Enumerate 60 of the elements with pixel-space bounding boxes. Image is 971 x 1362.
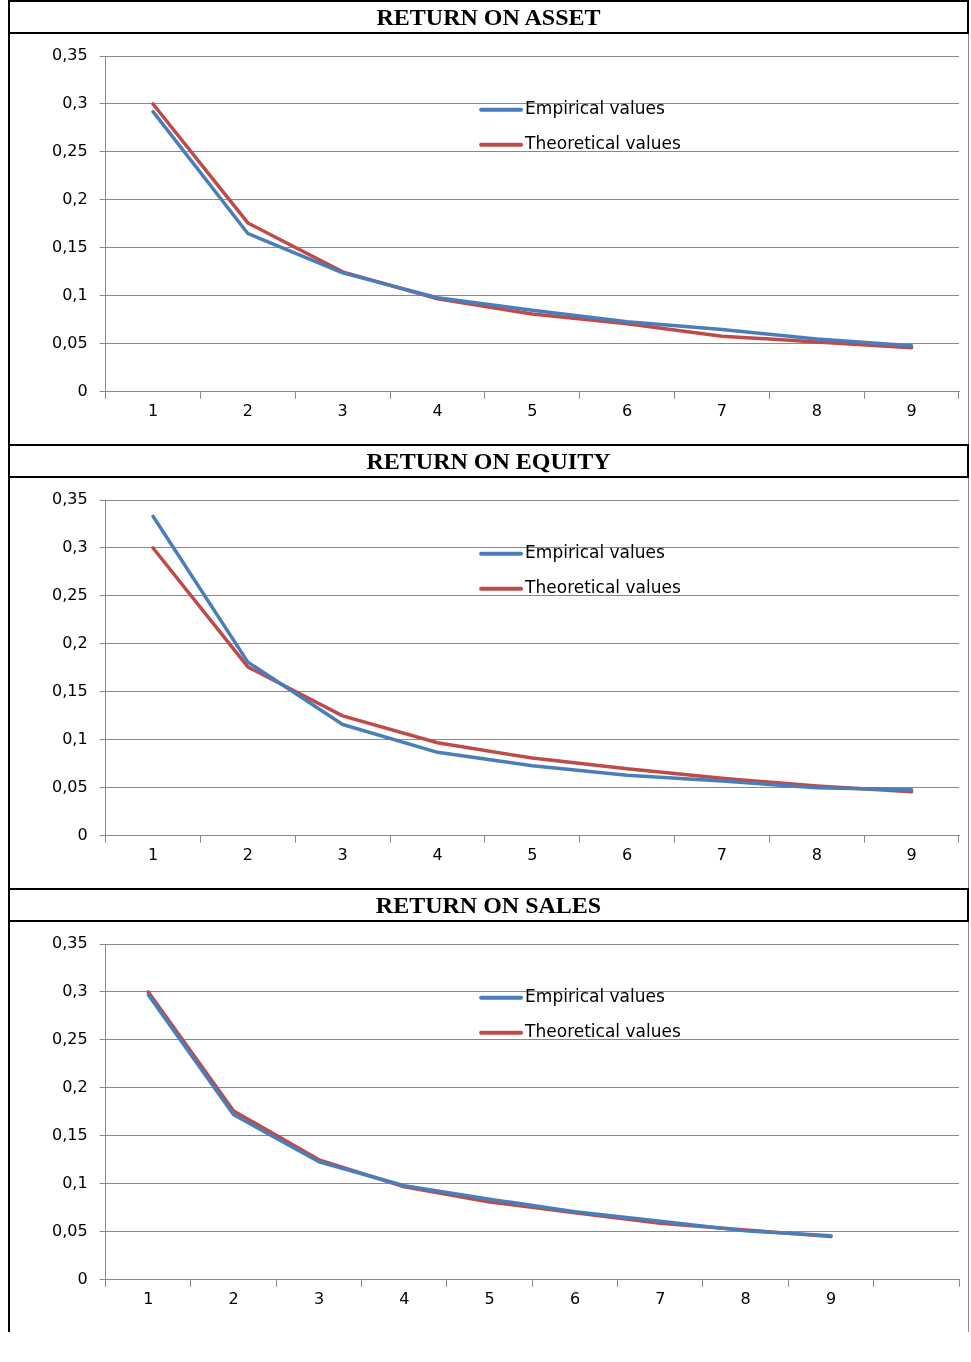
x-tick-label: 3 <box>313 1288 325 1308</box>
y-tick-label: 0,25 <box>52 141 88 161</box>
y-tick-label: 0,25 <box>52 1029 88 1049</box>
x-tick-label: 5 <box>527 844 538 864</box>
x-tick-label: 3 <box>337 400 348 420</box>
x-tick-label: 8 <box>811 400 822 420</box>
y-tick-label: 0,2 <box>62 1077 88 1097</box>
x-tick-label: 1 <box>147 844 159 864</box>
y-tick-label: 0,15 <box>52 1125 88 1145</box>
x-tick-label: 4 <box>432 844 443 864</box>
y-tick-label: 0,35 <box>52 933 88 953</box>
y-tick-label: 0,3 <box>62 93 88 113</box>
x-tick-label: 1 <box>143 1288 154 1308</box>
legend-label: Theoretical values <box>524 577 681 598</box>
x-tick-label: 2 <box>242 844 253 864</box>
legend-label: Theoretical values <box>524 1021 681 1042</box>
x-tick-label: 7 <box>655 1288 666 1308</box>
x-tick-label: 4 <box>432 400 443 420</box>
y-tick-label: 0,35 <box>52 489 88 509</box>
chart-title: RETURN ON EQUITY <box>10 444 969 478</box>
y-tick-label: 0 <box>77 824 88 844</box>
chart-title: RETURN ON SALES <box>10 888 969 922</box>
y-tick-label: 0,3 <box>62 981 88 1001</box>
legend-label: Empirical values <box>525 98 665 119</box>
y-tick-label: 0,1 <box>62 729 88 749</box>
legend-label: Empirical values <box>525 986 665 1007</box>
x-tick-label: 9 <box>906 400 917 420</box>
y-tick-label: 0,05 <box>52 332 88 352</box>
y-tick-label: 0,2 <box>62 189 88 209</box>
x-tick-label: 3 <box>337 844 348 864</box>
y-tick-label: 0,05 <box>52 776 88 796</box>
y-tick-label: 0,1 <box>62 1173 88 1193</box>
y-tick-label: 0,05 <box>52 1220 88 1240</box>
x-tick-label: 8 <box>740 1288 751 1308</box>
legend-label: Theoretical values <box>524 133 681 154</box>
y-tick-label: 0 <box>77 380 88 400</box>
y-tick-label: 0,1 <box>62 285 88 305</box>
y-tick-label: 0 <box>77 1268 88 1288</box>
x-tick-label: 5 <box>527 400 538 420</box>
y-tick-label: 0,15 <box>52 681 88 701</box>
y-tick-label: 0,2 <box>62 633 88 653</box>
x-tick-label: 6 <box>622 844 633 864</box>
y-tick-label: 0,25 <box>52 585 88 605</box>
x-tick-label: 4 <box>399 1288 410 1308</box>
y-tick-label: 0,35 <box>52 45 88 65</box>
x-tick-label: 1 <box>147 400 159 420</box>
x-tick-label: 9 <box>906 844 917 864</box>
y-tick-label: 0,3 <box>62 537 88 557</box>
y-tick-label: 0,15 <box>52 237 88 257</box>
x-tick-label: 8 <box>811 844 822 864</box>
x-tick-label: 7 <box>716 844 728 864</box>
x-tick-label: 7 <box>716 400 728 420</box>
legend-label: Empirical values <box>525 542 665 563</box>
x-tick-label: 9 <box>825 1288 837 1308</box>
x-tick-label: 6 <box>622 400 633 420</box>
x-tick-label: 6 <box>569 1288 581 1308</box>
x-tick-label: 2 <box>242 400 253 420</box>
x-tick-label: 5 <box>484 1288 495 1308</box>
x-tick-label: 2 <box>228 1288 239 1308</box>
chart-title: RETURN ON ASSET <box>10 0 969 34</box>
